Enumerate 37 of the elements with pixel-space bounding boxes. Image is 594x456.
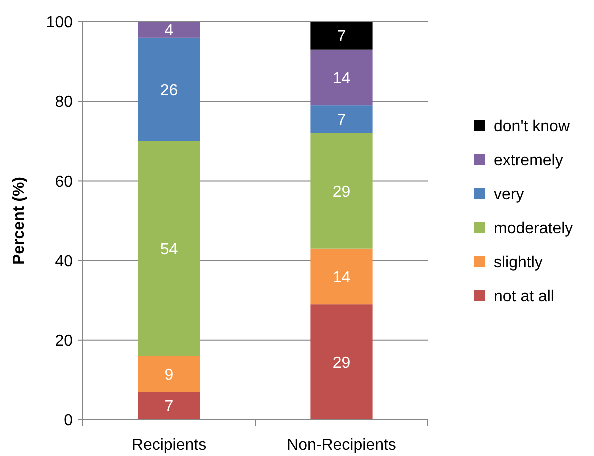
y-axis-title: Percent (%) [11, 176, 28, 266]
bar [310, 304, 373, 420]
data-label: 29 [332, 354, 351, 372]
data-label: 54 [160, 241, 178, 258]
legend-label: extremely [494, 152, 564, 170]
data-label: 9 [164, 366, 174, 384]
x-tick-label: Recipients [132, 437, 207, 454]
legend-label: don't know [494, 118, 570, 136]
x-tick-label: Non-Recipients [287, 437, 396, 454]
bar [310, 133, 373, 249]
bar [138, 392, 200, 420]
y-tick-label: 20 [55, 333, 74, 350]
legend-label: very [494, 186, 524, 204]
y-tick-label: 40 [55, 253, 74, 270]
bar [310, 22, 373, 50]
legend-label: not at all [494, 288, 554, 306]
y-tick-label: 80 [55, 94, 74, 112]
bar [138, 356, 200, 392]
data-label: 26 [160, 82, 178, 100]
data-label: 7 [337, 112, 346, 130]
data-label: 7 [164, 398, 174, 416]
bar [138, 38, 200, 142]
data-label: 14 [332, 70, 351, 88]
y-tick-label: 0 [64, 412, 74, 430]
bar [310, 106, 373, 134]
data-label: 29 [332, 184, 351, 201]
y-tick-label: 60 [55, 174, 74, 191]
legend-label: moderately [494, 220, 574, 238]
bar [138, 141, 200, 356]
data-label: 7 [337, 28, 346, 46]
bar [138, 22, 200, 38]
y-tick-label: 100 [46, 14, 74, 32]
data-label: 14 [332, 269, 351, 286]
legend-label: slightly [494, 254, 543, 272]
data-label: 4 [164, 22, 174, 40]
bar [310, 50, 373, 106]
bar [310, 248, 373, 305]
